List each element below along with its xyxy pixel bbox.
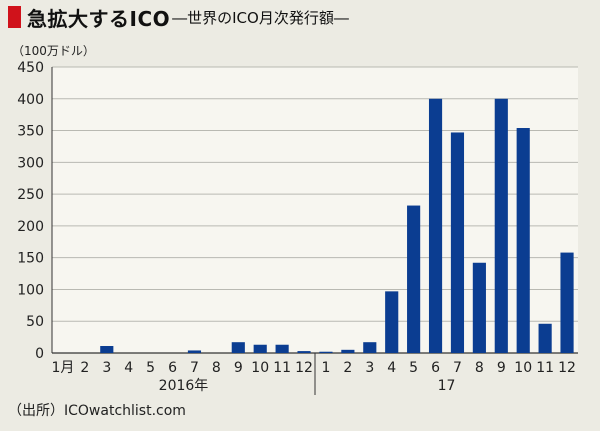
x-tick-label: 7 [190, 360, 199, 376]
bar [253, 344, 267, 353]
x-tick-label: 12 [295, 360, 313, 376]
y-tick-label: 100 [17, 282, 44, 298]
bar [538, 323, 552, 353]
bar [560, 252, 574, 353]
title-marker [8, 6, 21, 28]
x-tick-label: 6 [168, 360, 177, 376]
y-tick-label: 400 [17, 92, 44, 108]
x-tick-label: 12 [558, 360, 576, 376]
bar [428, 98, 443, 354]
x-tick-label: 6 [431, 360, 440, 376]
y-tick-label: 50 [26, 314, 44, 330]
x-tick-label: 1月 [51, 360, 74, 376]
x-tick-label: 10 [514, 360, 532, 376]
bar [100, 346, 114, 353]
bar [275, 344, 289, 353]
bar [472, 262, 486, 353]
x-tick-label: 4 [124, 360, 133, 376]
x-tick-label: 8 [212, 360, 221, 376]
bar [407, 205, 421, 353]
plot-area [52, 67, 578, 353]
bar [231, 342, 245, 353]
bar [187, 350, 202, 353]
x-tick-label: 5 [146, 360, 155, 376]
x-tick-label: 8 [475, 360, 484, 376]
source-note: （出所）ICOwatchlist.com [8, 403, 186, 419]
x-tick-label: 2 [343, 360, 352, 376]
x-tick-label: 5 [409, 360, 418, 376]
bar [319, 351, 333, 353]
x-tick-label: 3 [102, 360, 111, 376]
y-tick-label: 300 [17, 155, 44, 171]
y-tick-label: 200 [17, 219, 44, 235]
x-group-label: 17 [438, 378, 456, 394]
chart-title: 急拡大するICO [27, 6, 171, 31]
y-tick-label: 150 [17, 251, 44, 267]
y-tick-label: 250 [17, 187, 44, 203]
y-axis-label: （100万ドル） [12, 44, 95, 58]
x-tick-label: 10 [251, 360, 269, 376]
x-tick-label: 9 [234, 360, 243, 376]
x-tick-label: 1 [321, 360, 330, 376]
chart-subtitle: ―世界のICO月次発行額― [172, 8, 349, 27]
bar [450, 132, 465, 353]
bar [363, 342, 377, 353]
x-tick-label: 9 [497, 360, 506, 376]
x-tick-label: 2 [80, 360, 89, 376]
bar [494, 98, 508, 354]
x-group-label: 2016年 [159, 378, 209, 394]
x-tick-label: 11 [273, 360, 291, 376]
bar [385, 291, 399, 353]
bar [341, 349, 355, 353]
y-tick-label: 350 [17, 124, 44, 140]
x-tick-label: 3 [365, 360, 374, 376]
x-tick-label: 7 [453, 360, 462, 376]
y-tick-label: 450 [17, 60, 44, 76]
y-tick-label: 0 [35, 346, 44, 362]
bar [516, 128, 530, 353]
x-tick-label: 4 [387, 360, 396, 376]
x-tick-label: 11 [536, 360, 554, 376]
bar [297, 351, 311, 353]
chart-header: 急拡大するICO ―世界のICO月次発行額― [0, 0, 600, 34]
